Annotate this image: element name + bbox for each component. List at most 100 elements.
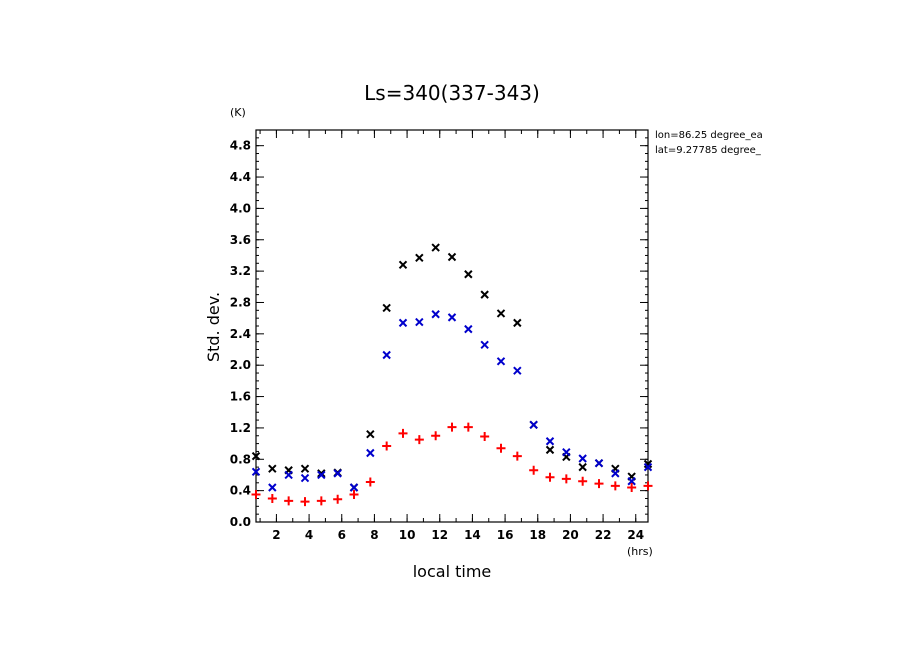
annotation-lon: lon=86.25 degree_ea: [655, 130, 763, 141]
data-point: [464, 324, 473, 334]
y-tick-label: 1.2: [230, 421, 251, 435]
y-tick-label: 1.6: [230, 390, 251, 404]
data-point: [366, 448, 375, 458]
annotation-lat: lat=9.27785 degree_: [655, 145, 762, 156]
data-point: [366, 429, 375, 439]
data-point: [398, 318, 408, 328]
x-tick-label: 22: [595, 528, 612, 542]
data-point: [414, 435, 424, 445]
x-tick-label: 12: [431, 528, 448, 542]
x-tick-label: 18: [529, 528, 546, 542]
data-point: [627, 477, 636, 486]
data-point: [610, 481, 620, 491]
x-tick-label: 16: [497, 528, 514, 542]
data-markers: [251, 243, 653, 507]
y-tick-label: 0.0: [230, 515, 251, 529]
data-point: [578, 454, 587, 463]
data-point: [627, 483, 637, 493]
y-tick-label: 2.8: [230, 295, 251, 309]
axes: 2 4 6 8 10 12 14 16 18 20 22 240.00.40.81.21.62.02.…: [230, 129, 649, 542]
y-tick-label: 4.8: [230, 139, 251, 153]
data-point: [251, 490, 261, 500]
data-point: [512, 451, 522, 461]
data-point: [643, 481, 653, 491]
y-unit-label: (K): [230, 106, 246, 119]
data-point: [545, 437, 555, 446]
data-point: [415, 317, 424, 327]
data-point: [317, 469, 326, 478]
series-1: [251, 310, 653, 492]
data-point: [447, 313, 457, 322]
x-tick-label: 24: [627, 528, 644, 542]
data-point: [464, 270, 473, 279]
y-tick-label: 4.0: [230, 201, 251, 215]
x-tick-label: 14: [464, 528, 481, 542]
data-point: [611, 469, 620, 478]
data-point: [268, 483, 277, 492]
data-point: [284, 496, 294, 506]
data-point: [594, 479, 604, 489]
x-tick-label: 6: [338, 528, 346, 542]
y-tick-label: 3.6: [230, 233, 251, 247]
data-point: [480, 432, 490, 442]
y-tick-label: 2.0: [230, 358, 251, 372]
data-point: [578, 476, 588, 486]
data-point: [480, 340, 489, 350]
data-point: [267, 493, 277, 503]
data-point: [398, 428, 408, 438]
data-point: [496, 357, 506, 366]
data-point: [382, 303, 391, 313]
data-point: [496, 309, 506, 318]
x-tick-label: 8: [370, 528, 378, 542]
chart-title: Ls=340(337-343): [364, 81, 540, 105]
y-tick-label: 4.4: [230, 170, 251, 184]
y-tick-label: 3.2: [230, 264, 251, 278]
y-tick-label: 0.4: [230, 484, 251, 498]
data-point: [447, 252, 457, 262]
data-point: [349, 490, 359, 500]
x-tick-label: 4: [305, 528, 313, 542]
data-point: [415, 253, 424, 262]
data-point: [382, 441, 392, 451]
data-point: [284, 470, 293, 480]
data-point: [431, 243, 440, 252]
data-point: [349, 483, 359, 492]
data-point: [300, 473, 310, 483]
data-point: [643, 459, 653, 469]
data-point: [382, 350, 391, 360]
y-tick-label: 0.8: [230, 452, 251, 466]
data-point: [513, 366, 522, 375]
data-point: [578, 462, 587, 472]
data-point: [643, 462, 653, 472]
data-point: [447, 422, 457, 432]
data-point: [529, 420, 538, 429]
x-tick-label: 10: [399, 528, 416, 542]
data-point: [431, 310, 440, 319]
data-point: [513, 318, 522, 328]
data-point: [431, 431, 441, 441]
data-point: [333, 469, 342, 478]
data-point: [317, 470, 326, 480]
data-point: [398, 260, 408, 270]
series-2: [251, 422, 653, 507]
data-point: [529, 465, 539, 475]
data-point: [594, 458, 604, 468]
data-point: [268, 464, 277, 473]
data-point: [480, 290, 489, 299]
data-point: [300, 464, 310, 473]
data-point: [251, 467, 261, 477]
data-point: [300, 497, 310, 507]
x-tick-label: 2: [272, 528, 280, 542]
data-point: [545, 472, 555, 482]
data-point: [562, 448, 571, 457]
data-point: [365, 477, 375, 487]
data-point: [251, 451, 261, 461]
data-point: [333, 494, 343, 504]
data-point: [545, 445, 555, 455]
y-axis-label: Std. dev.: [204, 292, 223, 362]
x-axis-label: local time: [413, 562, 492, 581]
data-point: [463, 422, 473, 432]
data-point: [561, 474, 571, 484]
